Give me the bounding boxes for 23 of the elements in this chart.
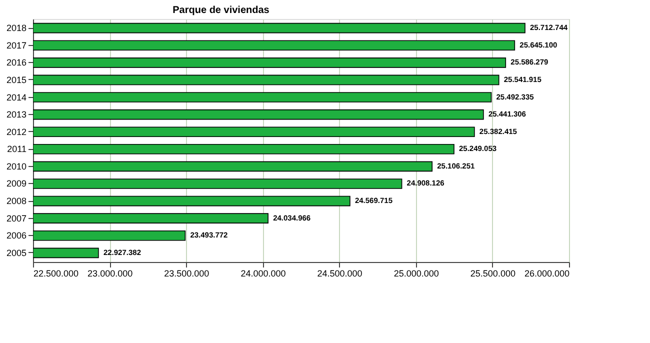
y-tick-label: 2009 [6,178,26,189]
chart-title: Parque de viviendas [172,5,270,16]
x-tick-label: 23.500.000 [164,268,210,278]
y-tick-label: 2012 [6,126,26,137]
x-tick-label: 24.000.000 [240,268,286,278]
y-tick-label: 2007 [6,213,26,224]
x-tick-label: 26.000.000 [524,268,570,278]
y-tick-label: 2005 [6,248,26,258]
y-tick-label: 2011 [7,144,26,154]
x-tick-label: 25.500.000 [470,268,516,278]
y-tick-label: 2013 [6,110,26,120]
x-tick-label: 23.000.000 [88,268,133,278]
y-tick-label: 2017 [6,40,26,50]
y-tick-label: 2014 [6,92,26,102]
y-tick-label: 2016 [6,58,26,68]
y-tick-label: 2008 [6,196,26,206]
y-tick-label: 2018 [6,23,26,34]
y-tick-label: 2010 [6,161,26,172]
y-tick-label: 2006 [6,230,26,241]
x-tick-label: 25.000.000 [394,268,439,278]
x-tick-label: 24.500.000 [317,268,362,278]
y-tick-label: 2015 [6,74,26,85]
x-tick-label: 22.500.000 [34,268,79,278]
